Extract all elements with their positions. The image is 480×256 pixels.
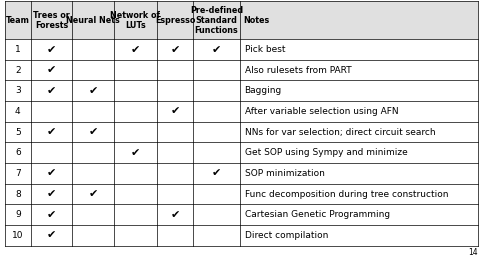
Text: ✔: ✔ <box>88 189 98 199</box>
Text: 7: 7 <box>15 169 21 178</box>
Text: ✔: ✔ <box>47 45 56 55</box>
Text: 8: 8 <box>15 190 21 199</box>
Text: 9: 9 <box>15 210 21 219</box>
Text: ✔: ✔ <box>47 230 56 240</box>
Bar <box>5 1 478 39</box>
Text: 14: 14 <box>468 248 478 256</box>
Text: Bagging: Bagging <box>245 86 282 95</box>
Text: ✔: ✔ <box>212 168 221 178</box>
Text: 6: 6 <box>15 148 21 157</box>
Text: Cartesian Genetic Programming: Cartesian Genetic Programming <box>245 210 390 219</box>
Text: Pick best: Pick best <box>245 45 285 54</box>
Text: 3: 3 <box>15 86 21 95</box>
Text: ✔: ✔ <box>170 106 180 116</box>
Text: ✔: ✔ <box>88 127 98 137</box>
Text: Notes: Notes <box>244 16 270 25</box>
Text: Pre-defined
Standard
Functions: Pre-defined Standard Functions <box>190 6 243 35</box>
Text: ✔: ✔ <box>47 168 56 178</box>
Text: Direct compilation: Direct compilation <box>245 231 328 240</box>
Text: Get SOP using Sympy and minimize: Get SOP using Sympy and minimize <box>245 148 408 157</box>
Text: 2: 2 <box>15 66 21 75</box>
Text: ✔: ✔ <box>131 45 140 55</box>
Text: 5: 5 <box>15 128 21 137</box>
Text: ✔: ✔ <box>170 210 180 220</box>
Text: After variable selection using AFN: After variable selection using AFN <box>245 107 398 116</box>
Text: ✔: ✔ <box>88 86 98 96</box>
Text: NNs for var selection; direct circuit search: NNs for var selection; direct circuit se… <box>245 128 435 137</box>
Text: Network of
LUTs: Network of LUTs <box>110 11 160 30</box>
Text: Team: Team <box>6 16 30 25</box>
Text: 4: 4 <box>15 107 21 116</box>
Text: ✔: ✔ <box>47 86 56 96</box>
Text: Trees or
Forests: Trees or Forests <box>33 11 70 30</box>
Text: SOP minimization: SOP minimization <box>245 169 324 178</box>
Text: ✔: ✔ <box>212 45 221 55</box>
Text: ✔: ✔ <box>47 127 56 137</box>
Text: 10: 10 <box>12 231 24 240</box>
Text: ✔: ✔ <box>47 65 56 75</box>
Text: ✔: ✔ <box>170 45 180 55</box>
Text: Espresso: Espresso <box>155 16 195 25</box>
Text: Func decomposition during tree construction: Func decomposition during tree construct… <box>245 190 448 199</box>
Text: Neural Nets: Neural Nets <box>66 16 120 25</box>
Text: Also rulesets from PART: Also rulesets from PART <box>245 66 351 75</box>
Text: 1: 1 <box>15 45 21 54</box>
Text: ✔: ✔ <box>47 189 56 199</box>
Text: ✔: ✔ <box>47 210 56 220</box>
Text: ✔: ✔ <box>131 148 140 158</box>
